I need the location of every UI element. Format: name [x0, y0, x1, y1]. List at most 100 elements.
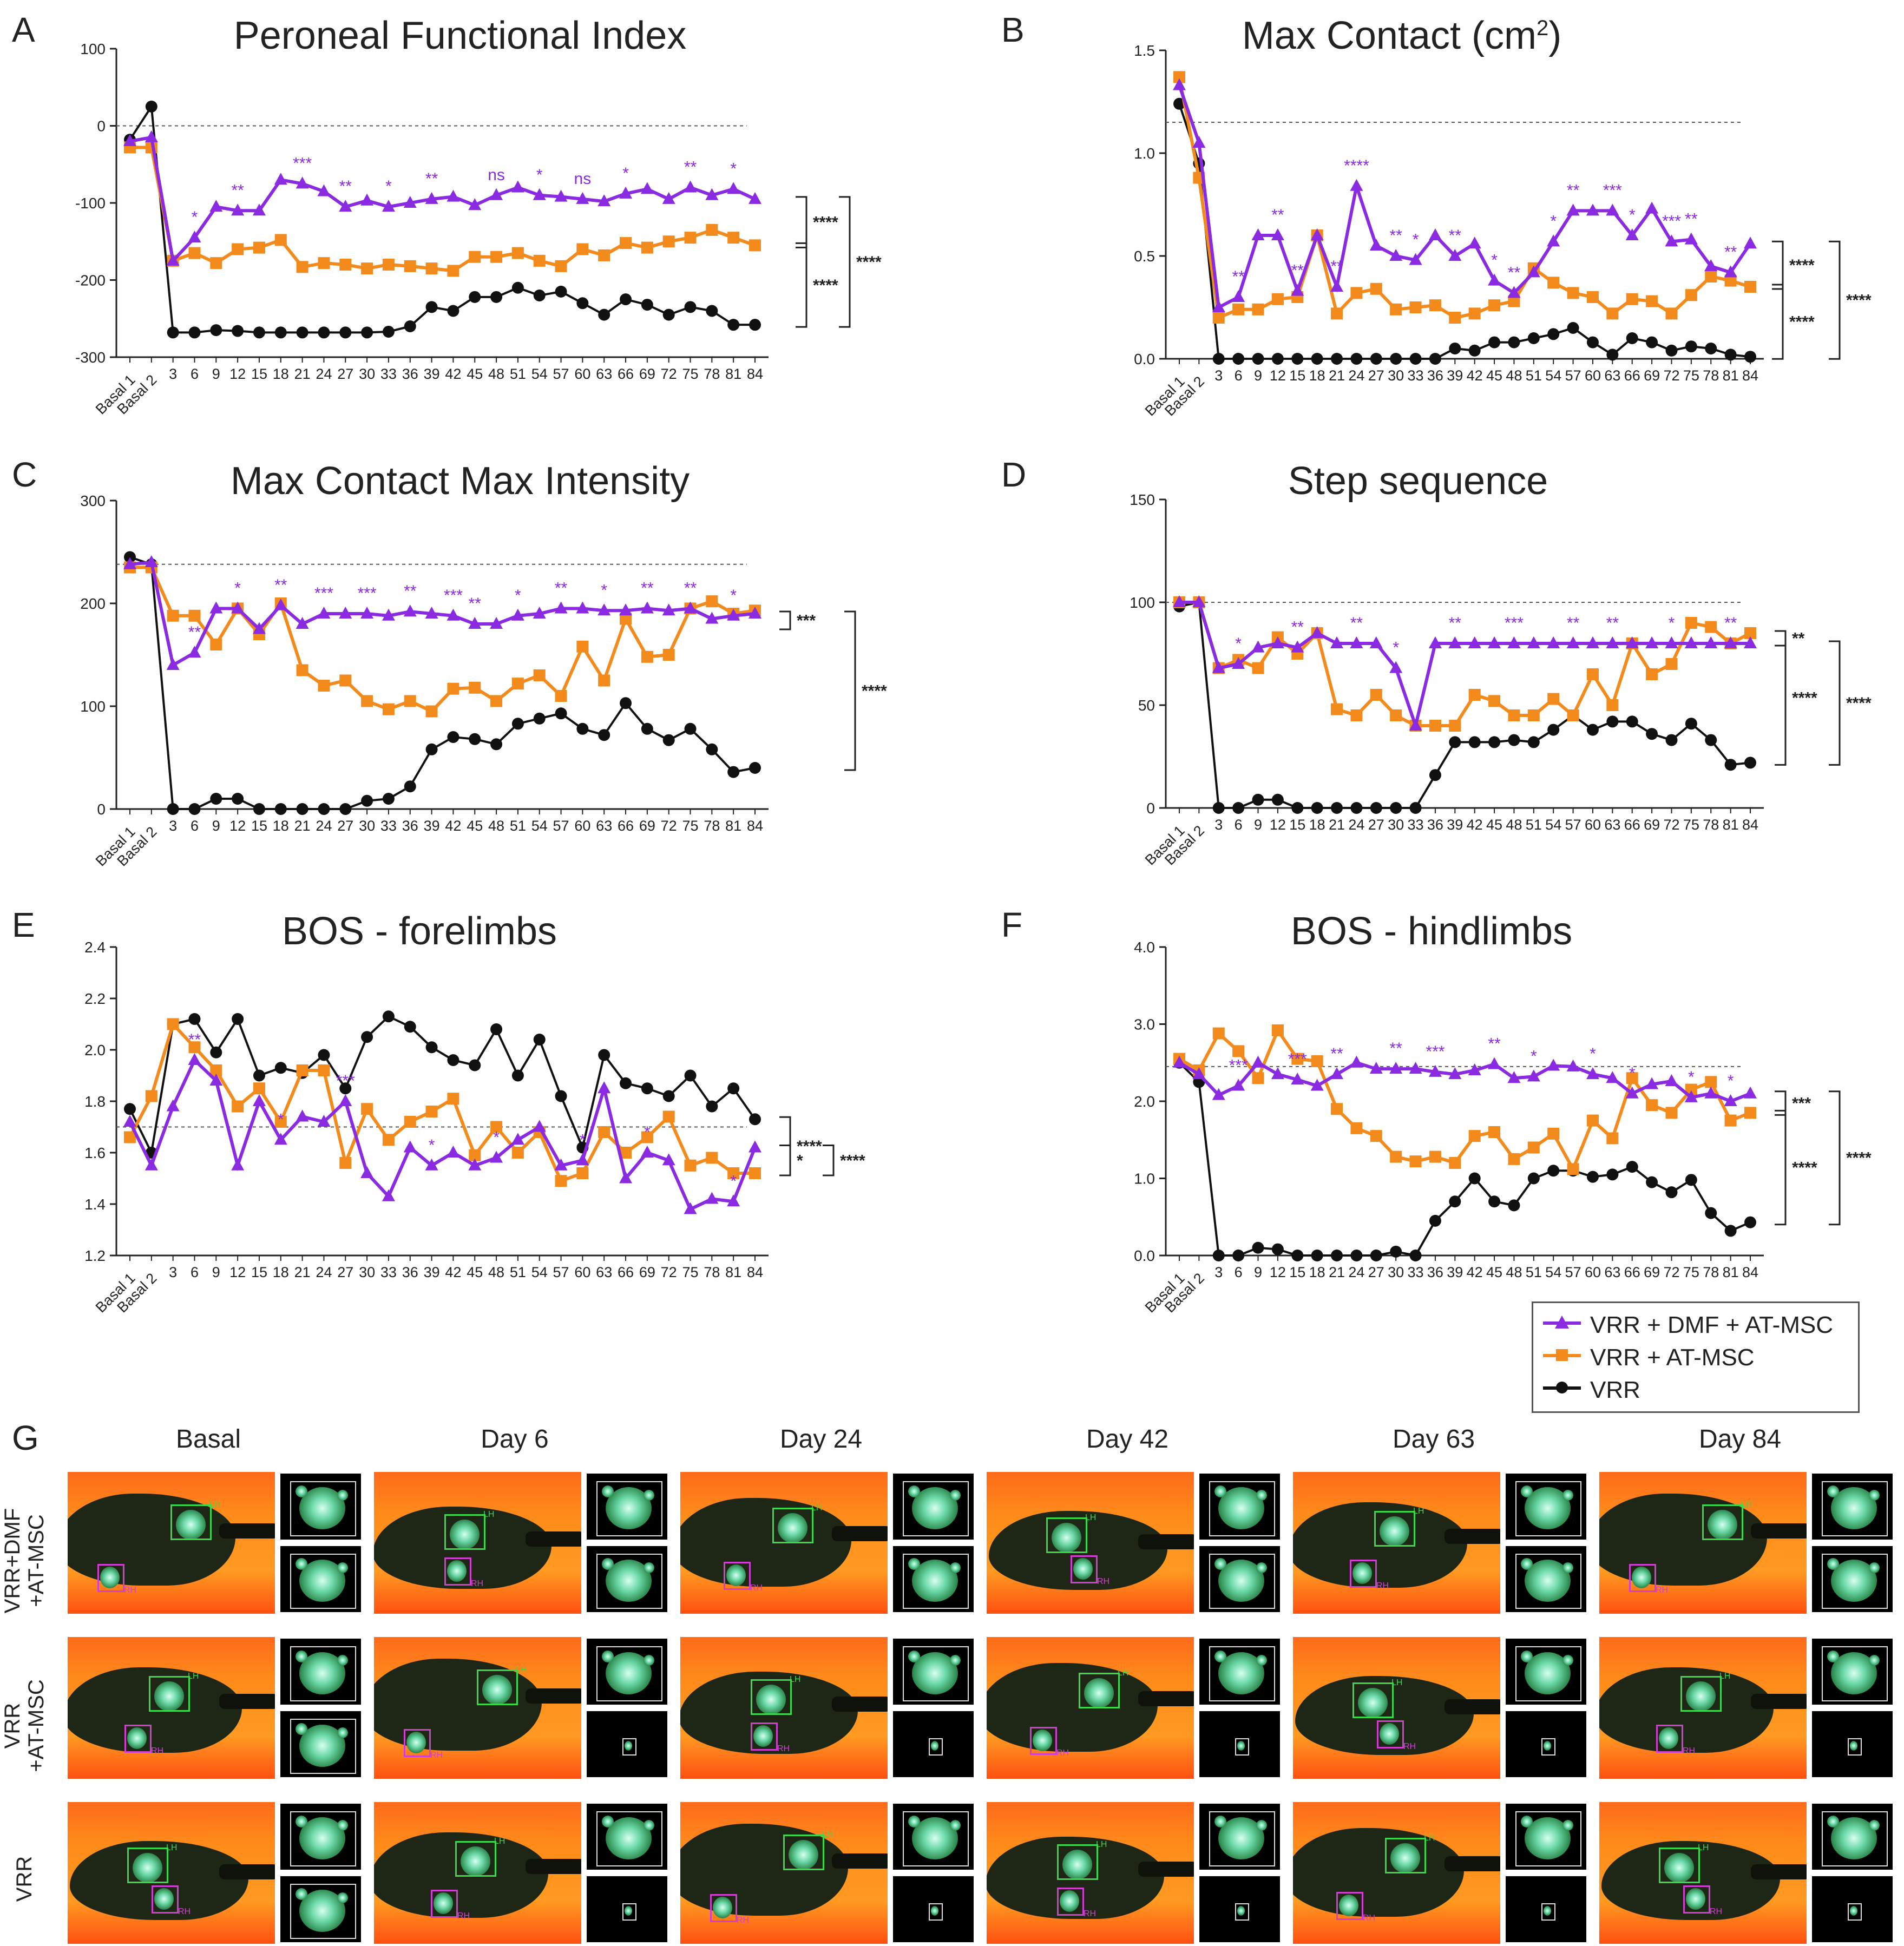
point-atmsc: [684, 232, 697, 244]
annotation: *: [1629, 206, 1636, 224]
x-tick-label: 12: [1270, 817, 1286, 833]
x-tick-label: 39: [424, 1264, 440, 1280]
chart-title-b-text: Max Contact (cm: [1242, 14, 1537, 57]
x-tick-label: 6: [1235, 367, 1243, 384]
point-atmsc: [469, 681, 481, 694]
point-dmf: [209, 601, 223, 614]
x-tick-label: 81: [1723, 367, 1739, 384]
point-vrr: [555, 285, 567, 298]
point-dmf: [274, 1133, 287, 1145]
x-tick-label: 18: [1309, 1264, 1325, 1280]
y-tick-label: 0.0: [1134, 1247, 1155, 1264]
point-atmsc: [511, 678, 524, 690]
y-tick-label: 2.0: [84, 1042, 106, 1059]
x-tick-label: 33: [1408, 367, 1424, 384]
significance-bracket: [1775, 1090, 1787, 1116]
paw-zoom-image: [1198, 1802, 1282, 1871]
point-atmsc: [1468, 1130, 1481, 1142]
x-tick-label: 3: [169, 1264, 177, 1280]
annotation: ***: [1288, 1050, 1307, 1068]
point-vrr: [1547, 724, 1560, 736]
point-atmsc: [511, 247, 524, 259]
point-dmf: [727, 182, 740, 194]
point-dmf: [1744, 636, 1757, 648]
paw-zoom-image: [279, 1544, 363, 1614]
annotation: **: [1685, 211, 1698, 228]
point-vrr: [511, 281, 524, 294]
significance-label: ****: [1789, 257, 1815, 274]
point-atmsc: [188, 247, 201, 259]
point-dmf: [619, 186, 633, 199]
paw-label-rh: RH: [1097, 1577, 1110, 1586]
paw-zoom-image: [1198, 1710, 1282, 1779]
point-vrr: [425, 301, 438, 313]
annotation: *: [730, 587, 737, 604]
point-dmf: [1625, 228, 1639, 240]
x-tick-label: 81: [725, 1264, 741, 1280]
annotation: *: [730, 160, 737, 177]
point-dmf: [1645, 1077, 1659, 1089]
point-atmsc: [361, 262, 373, 275]
point-atmsc: [1547, 693, 1560, 705]
paw-zoom-image: [1198, 1544, 1282, 1614]
point-atmsc: [1488, 1126, 1501, 1138]
x-tick-label: 33: [380, 366, 397, 382]
point-vrr: [382, 325, 395, 338]
annotation: *: [385, 177, 392, 195]
x-tick-label: 66: [1624, 1264, 1640, 1280]
point-dmf: [1173, 78, 1186, 90]
point-vrr: [684, 722, 697, 735]
point-vrr: [1744, 351, 1756, 363]
point-atmsc: [490, 695, 503, 707]
x-tick-label: 48: [1506, 367, 1522, 384]
point-vrr: [662, 1090, 675, 1102]
point-vrr: [382, 793, 395, 805]
paw-label-lh: LH: [1096, 1840, 1107, 1849]
y-tick-label: 1.5: [1134, 42, 1155, 59]
annotation: *: [1393, 639, 1399, 657]
point-dmf: [749, 607, 761, 619]
x-tick-label: 45: [1486, 1264, 1502, 1280]
point-dmf: [1192, 595, 1206, 607]
point-dmf: [1409, 1062, 1422, 1074]
annotation: **: [1567, 614, 1580, 632]
x-tick-label: 42: [1467, 1264, 1483, 1280]
x-tick-label: 30: [359, 1264, 375, 1280]
x-tick-label: 69: [639, 366, 655, 382]
point-vrr: [1390, 802, 1402, 814]
x-tick-label: 36: [402, 366, 418, 382]
point-atmsc: [469, 1149, 481, 1161]
point-vrr: [533, 290, 546, 301]
x-tick-label: 21: [1329, 367, 1345, 384]
point-dmf: [1527, 265, 1540, 278]
point-dmf: [619, 1171, 633, 1184]
paw-zoom-image: [1810, 1472, 1894, 1541]
point-dmf: [1488, 636, 1501, 648]
point-dmf: [1704, 1086, 1718, 1099]
point-vrr: [1626, 715, 1638, 728]
point-dmf: [1586, 1067, 1599, 1080]
paw-zoom-image: [1504, 1637, 1588, 1706]
point-dmf: [1310, 228, 1324, 240]
point-vrr: [232, 325, 244, 337]
row-header-2: VRR: [12, 1856, 36, 1902]
point-atmsc: [188, 1041, 201, 1054]
point-vrr: [1626, 332, 1638, 344]
point-dmf: [317, 1115, 331, 1127]
annotation: **: [1232, 268, 1245, 286]
point-vrr: [555, 1090, 567, 1102]
annotation: ***: [336, 1072, 355, 1090]
annotation: **: [1449, 227, 1462, 245]
point-dmf: [1330, 1067, 1344, 1080]
point-dmf: [1271, 1067, 1284, 1080]
point-vrr: [1744, 757, 1756, 769]
point-atmsc: [555, 690, 567, 702]
annotation: ****: [1344, 157, 1369, 175]
annotation: **: [1567, 181, 1580, 199]
point-atmsc: [425, 262, 438, 275]
point-dmf: [727, 1194, 740, 1207]
point-vrr: [1252, 353, 1264, 365]
point-vrr: [425, 743, 438, 755]
x-tick-label: 72: [661, 1264, 677, 1280]
